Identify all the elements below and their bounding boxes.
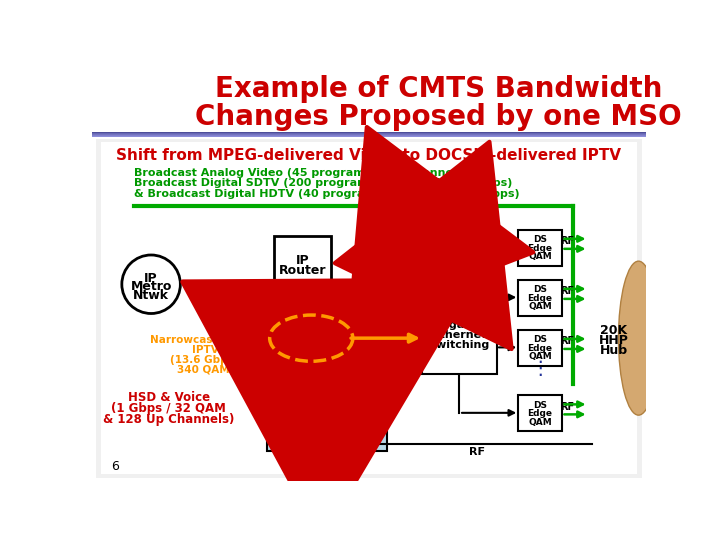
Text: MAC: MAC bbox=[297, 339, 325, 349]
FancyBboxPatch shape bbox=[92, 132, 647, 134]
Text: Switching: Switching bbox=[428, 340, 490, 350]
Text: DS: DS bbox=[533, 235, 547, 244]
Text: Ethernet: Ethernet bbox=[432, 330, 486, 340]
Text: Edge: Edge bbox=[528, 244, 552, 253]
Text: RCV: RCV bbox=[297, 420, 322, 430]
Text: Hub: Hub bbox=[600, 344, 628, 357]
Ellipse shape bbox=[618, 261, 659, 415]
Text: Broadcast Analog Video (45 programs = 45 channels): Broadcast Analog Video (45 programs = 45… bbox=[134, 167, 469, 178]
Text: HHP: HHP bbox=[599, 334, 629, 347]
Text: (13.6 Gbps /: (13.6 Gbps / bbox=[170, 355, 241, 366]
Text: Shift from MPEG-delivered Video to DOCSIS-delivered IPTV: Shift from MPEG-delivered Video to DOCSI… bbox=[117, 148, 621, 163]
Text: Edge: Edge bbox=[528, 409, 552, 418]
FancyBboxPatch shape bbox=[96, 139, 642, 477]
FancyBboxPatch shape bbox=[92, 136, 647, 137]
FancyBboxPatch shape bbox=[518, 280, 562, 316]
Text: RF: RF bbox=[561, 336, 575, 346]
FancyBboxPatch shape bbox=[92, 133, 647, 134]
FancyArrowPatch shape bbox=[183, 280, 474, 538]
Text: (1 Gbps / 32 QAM: (1 Gbps / 32 QAM bbox=[112, 402, 226, 415]
Text: DS: DS bbox=[533, 285, 547, 294]
Text: ⋮: ⋮ bbox=[530, 360, 549, 379]
FancyArrowPatch shape bbox=[351, 334, 416, 342]
FancyArrowPatch shape bbox=[335, 142, 512, 349]
FancyBboxPatch shape bbox=[92, 132, 647, 133]
Text: HSD & Voice: HSD & Voice bbox=[127, 391, 210, 404]
Text: Server: Server bbox=[431, 264, 477, 277]
Text: IPTV: IPTV bbox=[192, 345, 219, 355]
FancyBboxPatch shape bbox=[282, 401, 336, 435]
Text: Ntwk: Ntwk bbox=[133, 288, 169, 301]
Text: Gigabit: Gigabit bbox=[436, 320, 482, 330]
Text: RF: RF bbox=[561, 236, 575, 246]
FancyBboxPatch shape bbox=[92, 65, 647, 481]
FancyBboxPatch shape bbox=[518, 330, 562, 366]
Text: Changes Proposed by one MSO: Changes Proposed by one MSO bbox=[195, 103, 682, 131]
Text: & Broadcast Digital HDTV (40 programs = 20 QAMs = 1 Gbps): & Broadcast Digital HDTV (40 programs = … bbox=[134, 189, 520, 199]
Text: 20K: 20K bbox=[600, 324, 627, 337]
FancyBboxPatch shape bbox=[274, 316, 349, 363]
Text: RF: RF bbox=[561, 402, 575, 411]
FancyBboxPatch shape bbox=[423, 236, 485, 289]
FancyBboxPatch shape bbox=[101, 142, 637, 475]
Text: Edge: Edge bbox=[528, 343, 552, 353]
FancyBboxPatch shape bbox=[422, 307, 497, 374]
Text: Narrowcast Vo.D &: Narrowcast Vo.D & bbox=[150, 335, 261, 346]
FancyBboxPatch shape bbox=[266, 299, 387, 450]
Text: US: US bbox=[300, 410, 318, 420]
Text: RF: RF bbox=[469, 447, 485, 457]
Text: DS: DS bbox=[533, 401, 547, 410]
Text: QAM: QAM bbox=[528, 417, 552, 427]
Text: Metro: Metro bbox=[130, 280, 172, 293]
Text: 6: 6 bbox=[111, 460, 119, 473]
Text: RF: RF bbox=[561, 286, 575, 296]
Text: QAM: QAM bbox=[528, 352, 552, 361]
Text: 340 QAM): 340 QAM) bbox=[177, 364, 235, 375]
Text: DOCSIS: DOCSIS bbox=[288, 329, 335, 339]
Text: QAM: QAM bbox=[528, 252, 552, 261]
FancyBboxPatch shape bbox=[518, 230, 562, 266]
FancyBboxPatch shape bbox=[92, 134, 647, 135]
Text: Edge: Edge bbox=[528, 294, 552, 302]
Text: C4 M-CMTS: C4 M-CMTS bbox=[289, 303, 364, 316]
Text: QAM: QAM bbox=[528, 302, 552, 311]
Text: Broadcast Digital SDTV (200 programs = 20 QAMs = 1 Gbps): Broadcast Digital SDTV (200 programs = 2… bbox=[134, 178, 513, 188]
Text: VoD: VoD bbox=[441, 254, 468, 267]
Text: DS: DS bbox=[533, 335, 547, 344]
FancyArrowPatch shape bbox=[350, 127, 534, 323]
FancyBboxPatch shape bbox=[274, 236, 331, 289]
Text: Router: Router bbox=[279, 264, 327, 277]
Text: & 128 Up Channels): & 128 Up Channels) bbox=[103, 413, 235, 426]
FancyBboxPatch shape bbox=[518, 395, 562, 431]
FancyBboxPatch shape bbox=[92, 135, 647, 136]
Text: IP: IP bbox=[144, 272, 158, 285]
Text: Example of CMTS Bandwidth: Example of CMTS Bandwidth bbox=[215, 76, 662, 104]
Text: IP: IP bbox=[296, 254, 310, 267]
Circle shape bbox=[122, 255, 180, 314]
